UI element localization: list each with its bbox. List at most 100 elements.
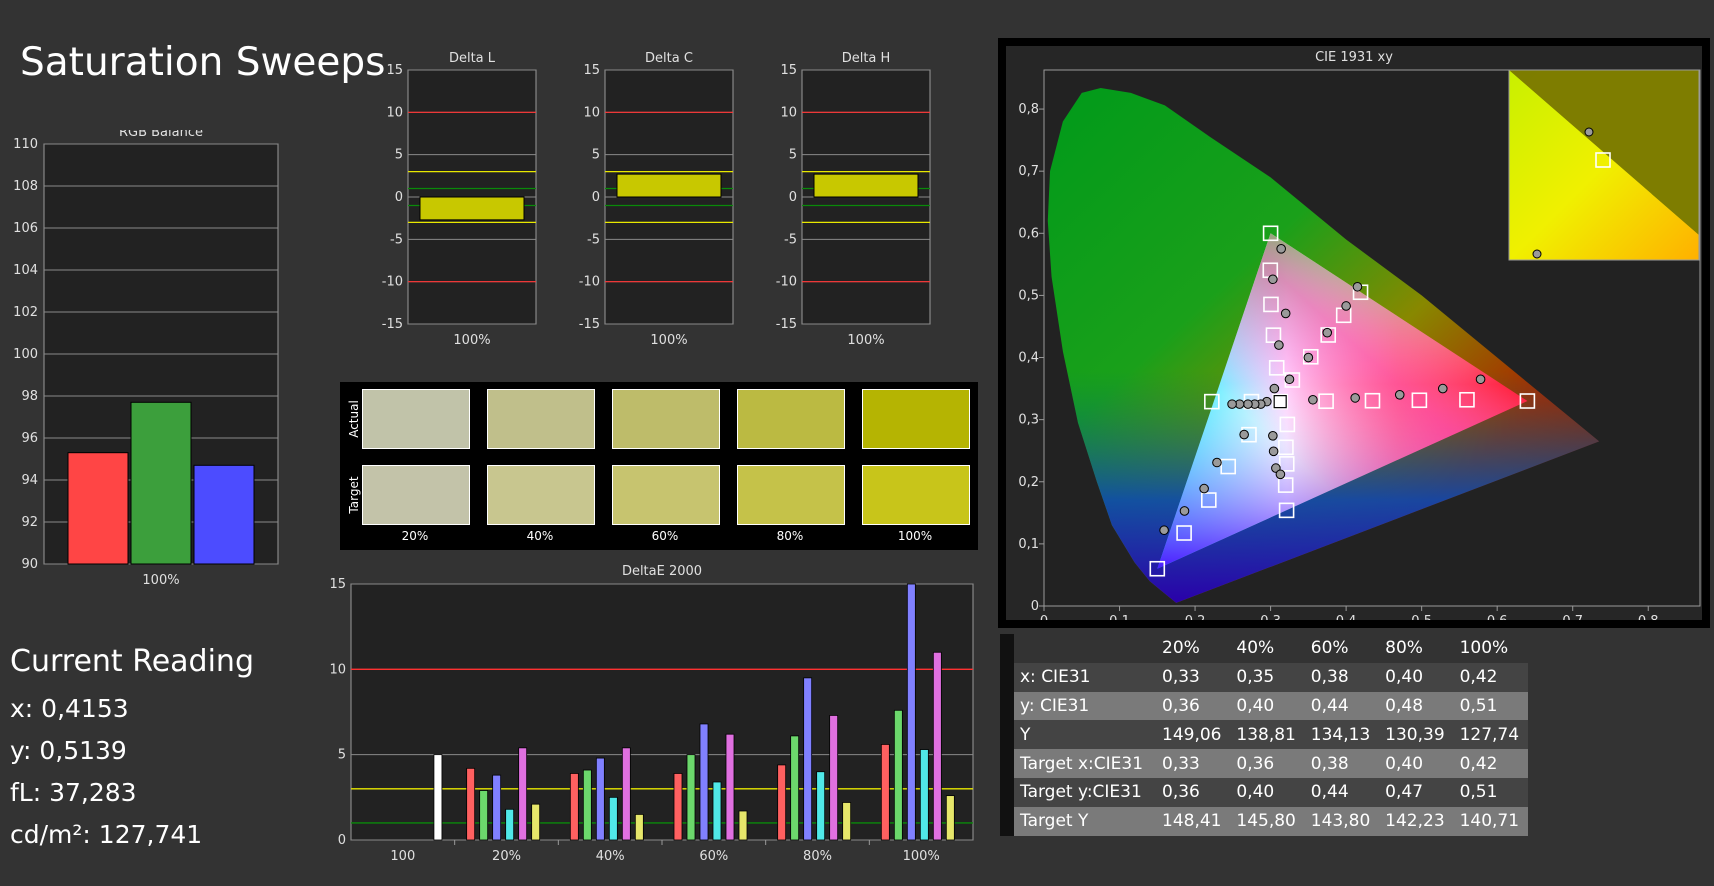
cie-x-tick-label: 0,6: [1487, 614, 1508, 620]
deltae-bar: [518, 747, 528, 841]
table-cell: 143,80: [1304, 806, 1380, 836]
rgb-tick-label: 104: [13, 263, 38, 278]
rgb-tick-label: 100: [13, 347, 38, 362]
table-cell: 0,42: [1453, 749, 1528, 778]
table-cell: 0,35: [1230, 662, 1305, 692]
cie-inset-border: [1508, 69, 1700, 261]
deltae-bar: [829, 715, 839, 841]
swatch-panel: Actual Target 20% 40% 60% 80% 100%: [340, 382, 978, 550]
table-row: Target Y 148,41 145,80 143,80 142,23 140,71: [1000, 806, 1528, 836]
cie-measured-point: [1227, 399, 1237, 409]
delta-tick-label: 5: [395, 148, 403, 163]
table-row-label: Y: [1014, 720, 1156, 750]
deltae-bar: [816, 771, 826, 841]
deltae-tick-label: 15: [329, 577, 346, 592]
delta-tick-label: 15: [780, 63, 797, 78]
cie-measured-point: [1274, 340, 1284, 350]
cie-measured-point: [1394, 390, 1405, 400]
table-row: 20% 40% 60% 80% 100%: [1000, 634, 1528, 663]
cie-y-tick-label: 0,3: [1018, 413, 1039, 428]
swatch-column-label: 20%: [401, 529, 429, 543]
delta-tick-label: -5: [587, 232, 600, 247]
deltae-category-label: 100%: [903, 849, 940, 864]
cie-measured-point: [1280, 308, 1291, 319]
cie-target-marker: [1411, 392, 1428, 409]
swatch-column-label: 80%: [776, 529, 804, 543]
cie-measured-point: [1475, 374, 1486, 385]
cie-measured-point: [1212, 457, 1222, 468]
deltae-bar: [634, 813, 644, 841]
rgb-tick-label: 108: [13, 179, 38, 194]
deltae-bar: [479, 790, 489, 841]
rgb-category-label: 100%: [142, 573, 179, 588]
deltae-bar: [699, 723, 709, 841]
swatch-actual: [487, 389, 595, 449]
table-cell: 0,38: [1304, 749, 1380, 778]
table-cell: 148,41: [1156, 806, 1231, 836]
cie-measured-point: [1308, 394, 1318, 405]
table-row-label: Target x:CIE31: [1014, 749, 1156, 778]
table-cell: 149,06: [1156, 720, 1231, 750]
delta-bar: [616, 173, 722, 198]
table-row: Y 149,06 138,81 134,13 130,39 127,74: [1000, 720, 1528, 750]
delta-tick-label: -10: [579, 275, 600, 290]
table-row-marker: [1000, 806, 1014, 836]
table-cell: 0,33: [1156, 662, 1231, 692]
delta-category-label: 100%: [453, 333, 490, 348]
table-row: Target x:CIE31 0,33 0,36 0,38 0,40 0,42: [1000, 749, 1528, 778]
deltae-category-label: 60%: [699, 849, 728, 864]
table-row-label: y: CIE31: [1014, 691, 1156, 721]
rgb-tick-label: 106: [13, 221, 38, 236]
page-title: Saturation Sweeps: [20, 40, 386, 85]
deltae-bar: [945, 795, 955, 841]
rgb-tick-label: 98: [21, 389, 38, 404]
reading-fl: fL: 37,283: [10, 778, 137, 807]
cie-measured-point: [1268, 274, 1278, 285]
table-cell: 0,36: [1230, 749, 1305, 778]
table-cell: 100%: [1453, 634, 1528, 663]
swatch-column-label: 100%: [897, 529, 933, 543]
table-row: x: CIE31 0,33 0,35 0,38 0,40 0,42: [1000, 662, 1528, 692]
cie-measured-point: [1350, 393, 1360, 403]
table-cell: 138,81: [1230, 720, 1305, 750]
table-row-marker: [1000, 720, 1014, 750]
cie-y-tick-label: 0,1: [1018, 537, 1039, 552]
deltae-bar: [880, 744, 890, 841]
cie-inset-clip: [1509, 70, 1699, 260]
reading-y: y: 0,5139: [10, 736, 127, 765]
swatch-target: [612, 465, 720, 525]
cie-y-tick-label: 0: [1031, 599, 1039, 614]
table-cell: 40%: [1230, 634, 1305, 663]
rgb-tick-label: 96: [21, 431, 38, 446]
cie-target-marker: [1278, 456, 1295, 472]
delta-tick-label: 15: [386, 63, 403, 78]
table-row-marker: [1000, 634, 1014, 663]
cie-measured-point: [1275, 469, 1286, 480]
cie-measured-point: [1269, 383, 1280, 394]
cie-x-tick-label: 0,7: [1562, 614, 1583, 620]
cie-measured-point: [1159, 525, 1169, 536]
swatch-row-label-actual: Actual: [347, 400, 361, 438]
delta-tick-label: -15: [382, 317, 403, 332]
delta-tick-label: 0: [395, 190, 403, 205]
cie-1931-chart: CIE 1931 xy 0 0,1 0,2 0,3 0,4 0,5 0,6 0,7 0,8 0 0,1…: [1006, 46, 1702, 620]
deltae-bar: [569, 773, 579, 841]
deltae-bar: [582, 769, 592, 841]
table-cell: 0,51: [1453, 777, 1528, 807]
cie-x-tick-label: 0,2: [1185, 614, 1206, 620]
cie-target-marker: [1519, 393, 1536, 409]
deltae-2000-chart: 0 5 10 15 DeltaE 2000 100 20% 40% 60% 80% 100%: [329, 564, 974, 864]
delta-tick-label: 10: [583, 105, 600, 120]
deltae-category-label: 100: [390, 849, 415, 864]
cie-inset-target: [1595, 152, 1611, 168]
cie-target-marker: [1176, 525, 1192, 541]
cie-x-tick-label: 0,3: [1260, 614, 1281, 620]
swatch-column-label: 60%: [651, 529, 679, 543]
deltae-tick-label: 0: [338, 833, 346, 848]
cie-x-tick-label: 0: [1040, 614, 1048, 620]
delta-chart-title: Delta L: [449, 51, 496, 66]
delta-tick-label: 5: [592, 148, 600, 163]
deltae-chart-title: DeltaE 2000: [622, 564, 702, 579]
delta-tick-label: -5: [784, 232, 797, 247]
deltae-plot-area: [350, 583, 974, 841]
